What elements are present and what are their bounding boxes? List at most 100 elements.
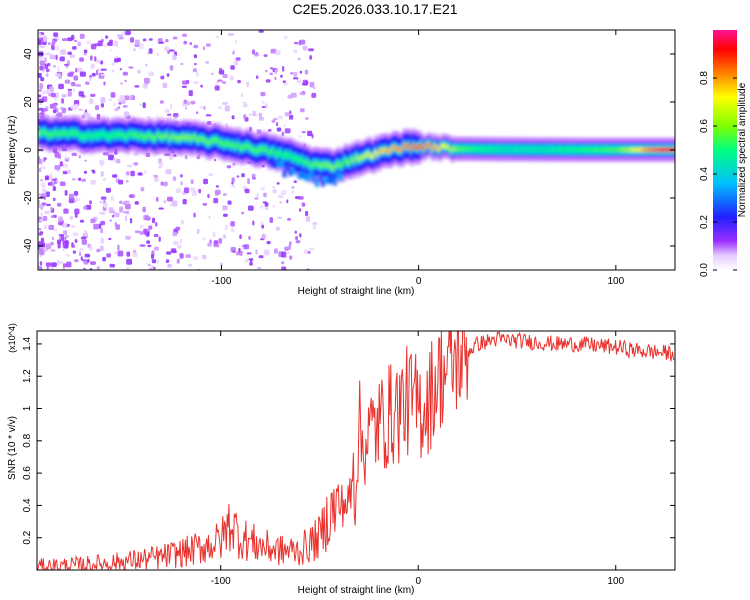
spectrogram-noise-cell bbox=[44, 175, 50, 181]
y-tick-label: 0.2 bbox=[22, 530, 33, 544]
spectrogram-noise-cell bbox=[208, 173, 213, 176]
spectrogram-noise-cell bbox=[275, 50, 281, 56]
spectrogram-noise-cell bbox=[113, 41, 118, 47]
spectrogram-noise-cell bbox=[92, 170, 96, 174]
spectrogram-noise-cell bbox=[274, 76, 277, 80]
spectrogram-noise-cell bbox=[96, 69, 99, 76]
spectrogram-noise-cell bbox=[38, 37, 44, 41]
y-tick-label: 40 bbox=[23, 48, 34, 60]
spectrogram-noise-cell bbox=[74, 208, 80, 215]
spectrogram-noise-cell bbox=[132, 252, 138, 258]
spectrogram-noise-cell bbox=[84, 159, 87, 162]
spectrogram-noise-cell bbox=[244, 258, 249, 263]
spectrogram-noise-cell bbox=[72, 232, 79, 236]
spectrogram-noise-cell bbox=[123, 111, 130, 118]
spectrogram-noise-cell bbox=[122, 31, 127, 36]
spectrogram-noise-cell bbox=[96, 248, 101, 253]
spectrogram-noise-cell bbox=[108, 154, 114, 161]
spectrogram-noise-cell bbox=[46, 89, 50, 94]
spectrogram-noise-cell bbox=[208, 215, 211, 219]
spectrogram-noise-cell bbox=[203, 178, 208, 185]
spectrogram-noise-cell bbox=[130, 37, 135, 43]
spectrogram-noise-cell bbox=[39, 83, 44, 89]
spectrogram-noise-cell bbox=[90, 218, 96, 224]
spectrogram-noise-cell bbox=[244, 188, 250, 194]
spectrogram-noise-cell bbox=[56, 239, 62, 245]
spectrogram-noise-cell bbox=[306, 268, 310, 270]
spectrogram-noise-cell bbox=[202, 237, 206, 240]
spectrogram-noise-cell bbox=[40, 237, 44, 243]
spectrogram-noise-cell bbox=[189, 42, 192, 46]
spectrogram-noise-cell bbox=[120, 82, 123, 85]
spectrogram-noise-cell bbox=[60, 49, 66, 55]
spectrogram-noise-cell bbox=[302, 45, 308, 51]
spectrogram-noise-cell bbox=[259, 205, 264, 209]
spectrogram-noise-cell bbox=[39, 179, 44, 182]
spectrogram-noise-cell bbox=[46, 266, 49, 270]
spectrogram-noise-cell bbox=[64, 237, 67, 240]
spectrogram-noise-cell bbox=[100, 97, 106, 103]
spectrogram-noise-cell bbox=[259, 116, 264, 121]
spectrogram-noise-cell bbox=[183, 40, 187, 45]
spectrogram-noise-cell bbox=[298, 40, 301, 46]
spectrogram-noise-cell bbox=[224, 224, 228, 231]
spectrogram-ridge-lobe bbox=[303, 172, 308, 180]
spectrogram-noise-cell bbox=[166, 251, 172, 255]
y-tick-label: 0.6 bbox=[22, 466, 33, 480]
spectrogram-noise-cell bbox=[142, 206, 146, 213]
spectrogram-noise-cell bbox=[79, 219, 85, 223]
spectrogram-noise-cell bbox=[38, 40, 42, 45]
spectrogram-noise-cell bbox=[122, 105, 128, 108]
spectrogram-noise-cell bbox=[95, 59, 101, 64]
spectrogram-noise-cell bbox=[239, 234, 242, 240]
spectrogram-noise-cell bbox=[252, 49, 255, 55]
spectrogram-noise-cell bbox=[219, 262, 223, 266]
spectrogram-noise-cell bbox=[165, 39, 169, 43]
spectrogram-noise-cell bbox=[270, 48, 277, 54]
spectrogram-noise-cell bbox=[87, 258, 90, 263]
spectrogram-noise-cell bbox=[63, 208, 69, 214]
spectrogram-noise-cell bbox=[222, 102, 228, 105]
spectrogram-noise-cell bbox=[249, 262, 253, 266]
spectrogram-noise-cell bbox=[69, 71, 75, 74]
spectrogram-noise-cell bbox=[96, 68, 103, 72]
spectrogram-noise-cell bbox=[39, 65, 44, 71]
spectrogram-noise-cell bbox=[196, 71, 199, 77]
spectrogram-noise-cell bbox=[78, 91, 84, 97]
y-tick-label: 0.8 bbox=[22, 433, 33, 447]
spectrogram-ridge-lobe bbox=[285, 164, 290, 172]
spectrogram-noise-cell bbox=[106, 253, 111, 258]
spectrogram-noise-cell bbox=[158, 236, 161, 242]
spectrogram-ridge-lobe bbox=[291, 167, 296, 175]
spectrogram-noise-cell bbox=[139, 224, 144, 229]
spectrogram-noise-cell bbox=[190, 100, 196, 105]
spectrogram-noise-cell bbox=[38, 204, 44, 209]
spectrogram-noise-cell bbox=[150, 265, 154, 270]
spectrogram-noise-cell bbox=[117, 250, 124, 257]
spectrogram-noise-cell bbox=[50, 215, 55, 218]
spectrogram-noise-cell bbox=[183, 99, 188, 104]
spectrogram-noise-cell bbox=[269, 72, 273, 76]
spectrogram-noise-cell bbox=[207, 242, 212, 247]
spectrogram-noise-cell bbox=[295, 236, 298, 241]
spectrogram-noise-cell bbox=[79, 251, 82, 257]
spectrogram-noise-cell bbox=[70, 105, 75, 110]
spectrogram-noise-cell bbox=[182, 199, 187, 205]
spectrogram-noise-cell bbox=[98, 211, 103, 215]
spectrogram-noise-cell bbox=[72, 46, 77, 50]
spectrogram-noise-cell bbox=[59, 261, 64, 264]
spectrogram-noise-cell bbox=[162, 82, 168, 89]
spectrogram-noise-cell bbox=[102, 178, 107, 181]
spectrogram-noise-cell bbox=[233, 61, 238, 66]
spectrogram-noise-cell bbox=[282, 80, 286, 84]
spectrogram-noise-cell bbox=[139, 43, 144, 50]
spectrogram-noise-cell bbox=[90, 55, 93, 61]
spectrogram-noise-cell bbox=[247, 178, 250, 185]
spectrogram-noise-cell bbox=[89, 98, 94, 104]
spectrogram-noise-cell bbox=[72, 178, 76, 181]
spectrogram-noise-cell bbox=[83, 205, 88, 210]
spectrogram-noise-cell bbox=[156, 196, 159, 202]
x-tick-label: 0 bbox=[415, 576, 421, 587]
spectrogram-ridge-lobe bbox=[329, 176, 334, 184]
spectrogram-noise-cell bbox=[300, 108, 305, 113]
